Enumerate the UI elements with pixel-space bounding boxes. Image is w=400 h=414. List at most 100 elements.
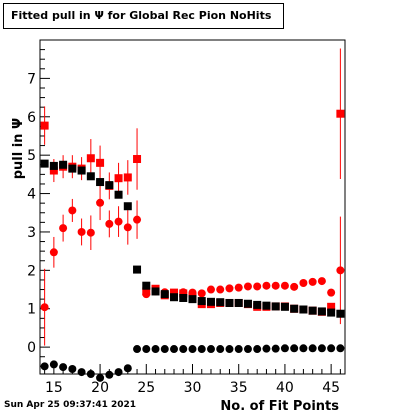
data-point-circle [225, 345, 234, 354]
x-tick-label: 35 [230, 380, 248, 396]
data-point-square [253, 300, 262, 309]
data-point-square [271, 302, 280, 311]
data-point-circle [262, 344, 271, 353]
data-point-circle [216, 285, 225, 294]
data-point-square [114, 174, 123, 183]
data-point-circle [133, 345, 142, 354]
data-point-square [336, 109, 345, 118]
data-point-circle [299, 344, 308, 353]
data-point-square [123, 173, 132, 182]
chart-marks [40, 48, 345, 382]
data-point-circle [105, 219, 114, 228]
data-point-circle [68, 206, 77, 215]
data-point-square [243, 299, 252, 308]
plot-frame [39, 39, 346, 375]
data-point-circle [68, 365, 77, 374]
data-point-square [317, 307, 326, 316]
data-point-circle [216, 345, 225, 354]
y-tick-label: 5 [27, 148, 36, 164]
y-tick-label: 3 [27, 225, 36, 241]
x-tick-label: 20 [91, 380, 109, 396]
data-point-circle [262, 281, 271, 290]
data-point-circle [77, 227, 86, 236]
x-tick-label: 40 [276, 380, 294, 396]
data-point-circle [271, 344, 280, 353]
data-point-square [197, 297, 206, 306]
data-point-square [105, 181, 114, 190]
data-point-circle [114, 368, 123, 377]
data-point-circle [290, 282, 299, 291]
data-point-circle [179, 345, 188, 354]
data-point-square [327, 302, 336, 311]
data-point-circle [160, 345, 169, 354]
data-point-circle [151, 345, 160, 354]
data-point-square [170, 288, 179, 297]
y-tick-label: 7 [27, 71, 36, 87]
data-point-circle [114, 217, 123, 226]
y-tick-label: 1 [27, 302, 36, 318]
data-point-square [49, 166, 58, 175]
data-point-square [327, 308, 336, 317]
data-point-circle [77, 368, 86, 377]
data-point-circle [308, 277, 317, 286]
data-point-circle [280, 281, 289, 290]
data-point-circle [308, 344, 317, 353]
data-point-circle [317, 344, 326, 353]
data-point-square [77, 166, 86, 175]
data-point-square [114, 190, 123, 199]
data-point-square [86, 172, 95, 181]
data-point-circle [327, 288, 336, 297]
data-point-circle [123, 364, 132, 373]
data-point-circle [96, 198, 105, 207]
y-tick-label: 4 [27, 187, 36, 203]
data-point-circle [40, 303, 49, 312]
data-point-circle [253, 282, 262, 291]
data-point-square [142, 281, 151, 290]
data-point-square [280, 302, 289, 311]
data-point-square [123, 202, 132, 211]
data-point-circle [280, 344, 289, 353]
x-tick-label: 15 [45, 380, 63, 396]
data-point-circle [336, 266, 345, 275]
data-point-square [133, 265, 142, 274]
data-point-circle [59, 224, 68, 233]
data-point-square [225, 298, 234, 307]
data-point-circle [86, 228, 95, 237]
data-point-circle [234, 283, 243, 292]
data-point-square [68, 164, 77, 173]
data-point-circle [299, 279, 308, 288]
data-point-circle [170, 345, 179, 354]
data-point-circle [133, 215, 142, 224]
x-tick-label: 45 [322, 380, 340, 396]
data-point-square [188, 295, 197, 304]
data-point-square [299, 305, 308, 314]
data-point-square [160, 290, 169, 299]
data-point-circle [49, 248, 58, 257]
data-point-square [142, 287, 151, 296]
data-point-square [151, 287, 160, 296]
data-point-circle [206, 345, 215, 354]
data-point-square [40, 121, 49, 130]
data-point-circle [59, 363, 68, 372]
timestamp-footer: Sun Apr 25 09:37:41 2021 [4, 400, 137, 410]
x-tick-label: 30 [184, 380, 202, 396]
data-point-circle [96, 373, 105, 382]
data-point-square [179, 289, 188, 298]
data-point-square [290, 304, 299, 313]
data-point-circle [327, 344, 336, 353]
data-point-circle [234, 345, 243, 354]
data-point-square [308, 306, 317, 315]
data-point-circle [336, 344, 345, 353]
y-axis-label: pull in Ψ [11, 118, 26, 179]
data-point-circle [243, 345, 252, 354]
data-point-square [96, 158, 105, 167]
data-point-circle [197, 289, 206, 298]
data-point-circle [290, 344, 299, 353]
data-point-square [234, 298, 243, 307]
data-point-circle [206, 285, 215, 294]
data-point-circle [105, 370, 114, 379]
chart-title: Fitted pull in Ψ for Global Rec Pion NoH… [3, 3, 284, 29]
x-tick-label: 25 [137, 380, 155, 396]
